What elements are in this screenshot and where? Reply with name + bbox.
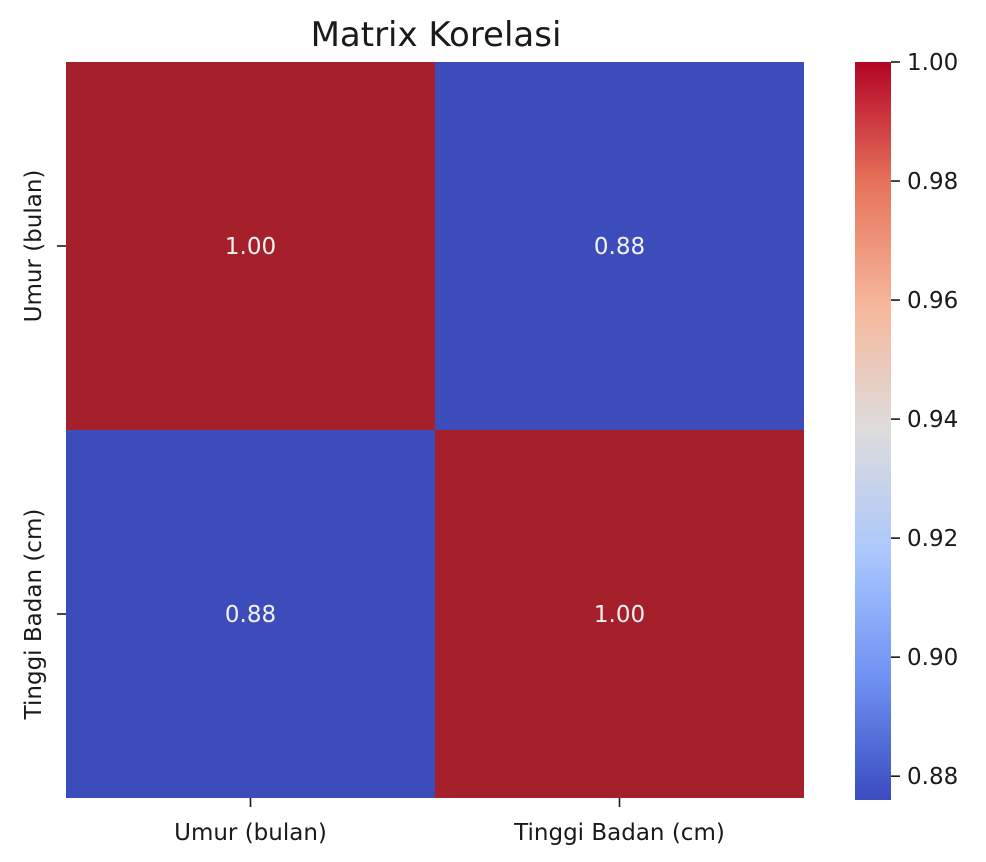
colorbar-tick-label: 0.88	[907, 764, 958, 790]
heatmap-cell	[66, 430, 435, 798]
heatmap-cell	[66, 62, 435, 430]
colorbar-gradient	[855, 62, 891, 800]
y-tick-label: Umur (bulan)	[21, 170, 47, 323]
heatmap-cell	[435, 62, 804, 430]
colorbar-tick-label: 0.94	[907, 407, 958, 433]
chart-title: Matrix Korelasi	[311, 15, 562, 55]
colorbar: 0.88 0.90 0.92 0.94 0.96 0.98 1.00	[855, 50, 958, 800]
cell-value-label: 1.00	[594, 602, 645, 628]
cell-value-label: 0.88	[594, 234, 645, 260]
colorbar-tick-label: 1.00	[907, 50, 958, 76]
heatmap-cells: 1.00 0.88 0.88 1.00	[66, 62, 804, 798]
x-tick-label: Umur (bulan)	[174, 820, 327, 846]
colorbar-tick-label: 0.90	[907, 645, 958, 671]
cell-value-label: 0.88	[225, 602, 276, 628]
x-axis: Umur (bulan) Tinggi Badan (cm)	[174, 798, 725, 846]
colorbar-tick-label: 0.92	[907, 526, 958, 552]
colorbar-tick-label: 0.98	[907, 169, 958, 195]
y-tick-label: Tinggi Badan (cm)	[21, 509, 47, 721]
colorbar-tick-label: 0.96	[907, 288, 958, 314]
cell-value-label: 1.00	[225, 234, 276, 260]
heatmap-cell	[435, 430, 804, 798]
y-axis: Umur (bulan) Tinggi Badan (cm)	[21, 170, 66, 721]
x-tick-label: Tinggi Badan (cm)	[513, 820, 725, 846]
